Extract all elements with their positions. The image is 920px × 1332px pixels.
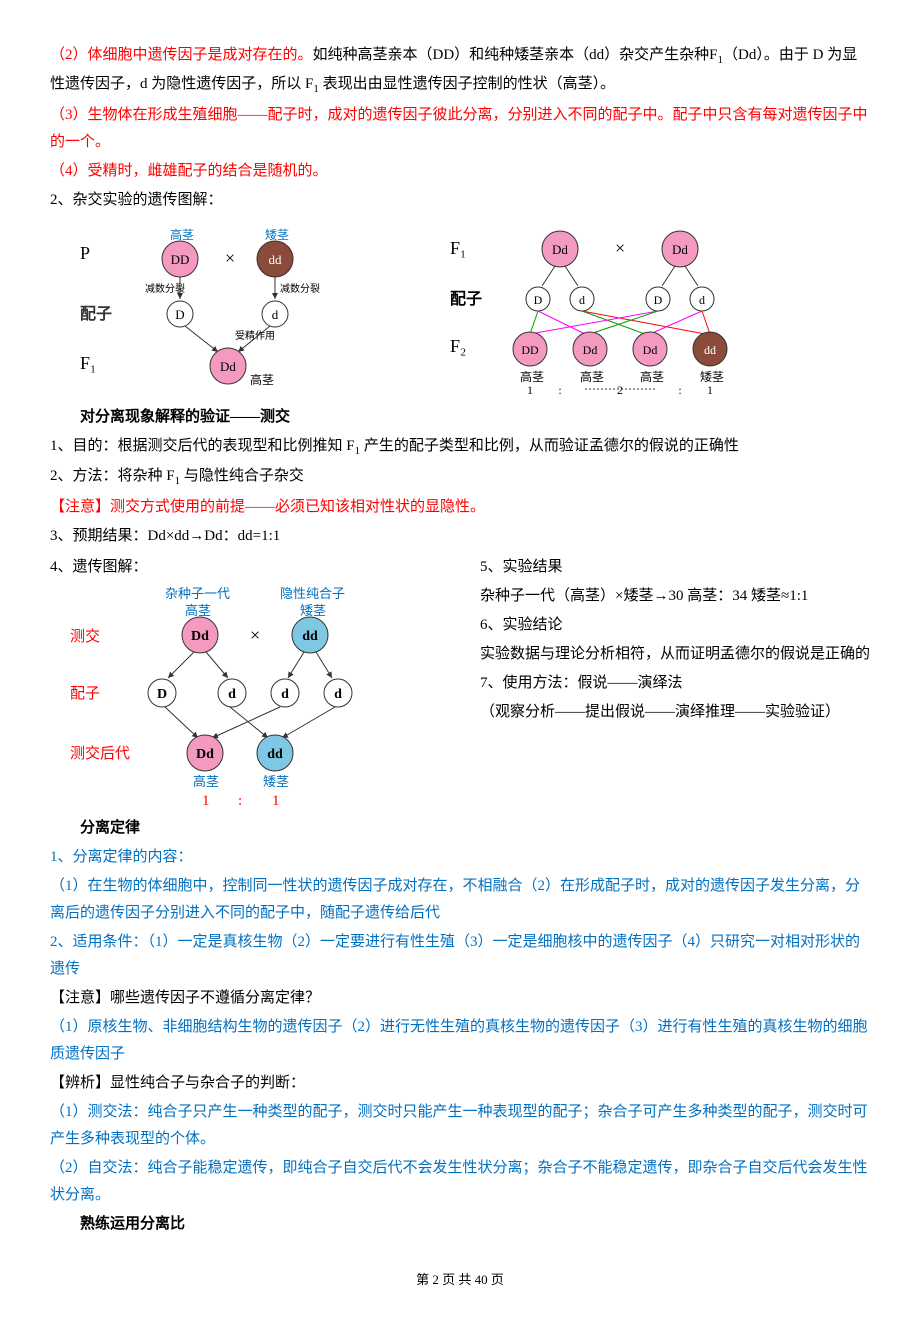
section1-item4: 4、遗传图解：	[50, 554, 450, 581]
svg-text:dd: dd	[704, 343, 716, 357]
svg-text:高茎: 高茎	[580, 369, 604, 384]
svg-text:d: d	[272, 307, 279, 322]
section-title-law: 分离定律	[80, 815, 870, 842]
svg-text:×: ×	[250, 625, 260, 645]
right-7: 7、使用方法：假说——演绎法	[480, 670, 870, 697]
two-column-section: 4、遗传图解： 杂种子一代 隐性纯合子 高茎 矮茎 测交 Dd × dd 配子 …	[50, 552, 870, 813]
svg-text:F₂: F₂	[450, 336, 466, 356]
svg-text:d: d	[281, 687, 289, 702]
svg-text:D: D	[175, 307, 184, 322]
svg-text:d: d	[579, 293, 585, 307]
svg-text:1: 1	[202, 793, 210, 809]
svg-text:测交: 测交	[70, 627, 100, 645]
section1-note: 【注意】测交方式使用的前提——必须已知该相对性状的显隐性。	[50, 494, 870, 521]
paragraph-5: 2、杂交实验的遗传图解：	[50, 187, 870, 214]
svg-text:Dd: Dd	[220, 359, 236, 374]
svg-text:减数分裂: 减数分裂	[280, 282, 320, 295]
section2-1-text: （1）在生物的体细胞中，控制同一性状的遗传因子成对存在，不相融合（2）在形成配子…	[50, 873, 870, 927]
svg-text:dd: dd	[267, 747, 283, 762]
diagram-row-1: P 高茎 DD × 矮茎 dd 减数分裂 减数分裂 配子 D d 受精作用 F₁…	[50, 224, 870, 394]
svg-text:矮茎: 矮茎	[263, 774, 289, 789]
svg-text:F₁: F₁	[450, 238, 466, 258]
paragraph-3: （3）生物体在形成生殖细胞——配子时，成对的遗传因子彼此分离，分别进入不同的配子…	[50, 102, 870, 156]
svg-text:dd: dd	[302, 629, 318, 644]
svg-text::: :	[678, 383, 681, 394]
right-6: 6、实验结论	[480, 612, 870, 639]
column-right: 5、实验结果 杂种子一代（高茎）×矮茎→30 高茎：34 矮茎≈1:1 6、实验…	[480, 552, 870, 813]
svg-text::: :	[238, 793, 242, 809]
section2-1: 1、分离定律的内容：	[50, 844, 870, 871]
right-6-text: 实验数据与理论分析相符，从而证明孟德尔的假说是正确的	[480, 641, 870, 668]
svg-text:受精作用: 受精作用	[235, 329, 275, 342]
svg-text:测交后代: 测交后代	[70, 744, 130, 762]
column-left: 4、遗传图解： 杂种子一代 隐性纯合子 高茎 矮茎 测交 Dd × dd 配子 …	[50, 552, 450, 813]
svg-text:×: ×	[225, 248, 235, 268]
svg-text:矮茎: 矮茎	[265, 228, 289, 242]
svg-text:配子: 配子	[70, 685, 100, 702]
svg-text:1: 1	[707, 383, 713, 394]
svg-text:高茎: 高茎	[193, 774, 219, 789]
svg-text:P: P	[80, 243, 90, 263]
svg-text:d: d	[699, 293, 705, 307]
section2-note1: 【注意】哪些遗传因子不遵循分离定律？	[50, 985, 870, 1012]
section2-note2: 【辨析】显性纯合子与杂合子的判断：	[50, 1070, 870, 1097]
svg-text:Dd: Dd	[196, 747, 214, 762]
svg-text:d: d	[334, 687, 342, 702]
svg-text:DD: DD	[521, 343, 539, 357]
svg-text:Dd: Dd	[552, 242, 568, 257]
svg-text:DD: DD	[171, 252, 190, 267]
right-5: 5、实验结果	[480, 554, 870, 581]
svg-text:杂种子一代: 杂种子一代	[165, 586, 230, 601]
right-5-text: 杂种子一代（高茎）×矮茎→30 高茎：34 矮茎≈1:1	[480, 583, 870, 610]
svg-text:dd: dd	[269, 252, 283, 267]
page-footer: 第 2 页 共 40 页	[50, 1268, 870, 1291]
svg-text:Dd: Dd	[672, 242, 688, 257]
text-black: 表现出由显性遗传因子控制的性状（高茎）。	[319, 76, 615, 92]
svg-text:隐性纯合子: 隐性纯合子	[280, 586, 345, 601]
svg-text:矮茎: 矮茎	[300, 603, 326, 618]
svg-text:高茎: 高茎	[640, 369, 664, 384]
svg-text:D: D	[654, 293, 663, 307]
diagram-f1-self: F₁ Dd × Dd 配子 D d D d F₂ DD Dd Dd dd 高茎 …	[430, 224, 790, 394]
svg-text:高茎: 高茎	[170, 227, 194, 242]
text-red: （2）体细胞中遗传因子是成对存在的。	[50, 47, 313, 63]
section1-item2: 2、方法：将杂种 F1 与隐性纯合子杂交	[50, 463, 870, 492]
section2-note1-text: （1）原核生物、非细胞结构生物的遗传因子（2）进行无性生殖的真核生物的遗传因子（…	[50, 1014, 870, 1068]
svg-text:d: d	[228, 687, 236, 702]
section1-item3: 3、预期结果：Dd×dd→Dd：dd=1:1	[50, 523, 870, 550]
section2-note2-text2: （2）自交法：纯合子能稳定遗传，即纯合子自交后代不会发生性状分离；杂合子不能稳定…	[50, 1155, 870, 1209]
svg-text:矮茎: 矮茎	[700, 370, 724, 384]
section-title-ratio: 熟练运用分离比	[80, 1211, 870, 1238]
svg-text:D: D	[534, 293, 543, 307]
diagram-p-cross: P 高茎 DD × 矮茎 dd 减数分裂 减数分裂 配子 D d 受精作用 F₁…	[50, 224, 390, 394]
svg-text:减数分裂: 减数分裂	[145, 282, 185, 295]
svg-text::: :	[558, 383, 561, 394]
svg-text:Dd: Dd	[583, 343, 598, 357]
svg-text:D: D	[157, 687, 167, 702]
svg-text:高茎: 高茎	[185, 603, 211, 618]
paragraph-2: （2）体细胞中遗传因子是成对存在的。如纯种高茎亲本（DD）和纯种矮茎亲本（dd）…	[50, 42, 870, 100]
section2-note2-text1: （1）测交法：纯合子只产生一种类型的配子，测交时只能产生一种表现型的配子；杂合子…	[50, 1099, 870, 1153]
svg-text:1: 1	[272, 793, 280, 809]
svg-text:高茎: 高茎	[250, 372, 274, 387]
svg-text:配子: 配子	[80, 305, 112, 323]
svg-text:×: ×	[615, 238, 625, 258]
svg-text:F₁: F₁	[80, 353, 96, 373]
svg-text:Dd: Dd	[643, 343, 658, 357]
section1-item1: 1、目的：根据测交后代的表现型和比例推知 F1 产生的配子类型和比例，从而验证孟…	[50, 433, 870, 462]
right-7-text: （观察分析——提出假说——演绎推理——实验验证）	[480, 699, 870, 726]
section-title-testcross: 对分离现象解释的验证——测交	[80, 404, 870, 431]
diagram-testcross: 杂种子一代 隐性纯合子 高茎 矮茎 测交 Dd × dd 配子 D d d d …	[50, 583, 390, 813]
svg-text:Dd: Dd	[191, 629, 209, 644]
svg-text:配子: 配子	[450, 290, 482, 308]
paragraph-4: （4）受精时，雌雄配子的结合是随机的。	[50, 158, 870, 185]
section2-2: 2、适用条件：（1）一定是真核生物（2）一定要进行有性生殖（3）一定是细胞核中的…	[50, 929, 870, 983]
svg-text:1: 1	[527, 383, 533, 394]
text-black: 如纯种高茎亲本（DD）和纯种矮茎亲本（dd）杂交产生杂种F	[313, 47, 718, 63]
svg-text:高茎: 高茎	[520, 369, 544, 384]
